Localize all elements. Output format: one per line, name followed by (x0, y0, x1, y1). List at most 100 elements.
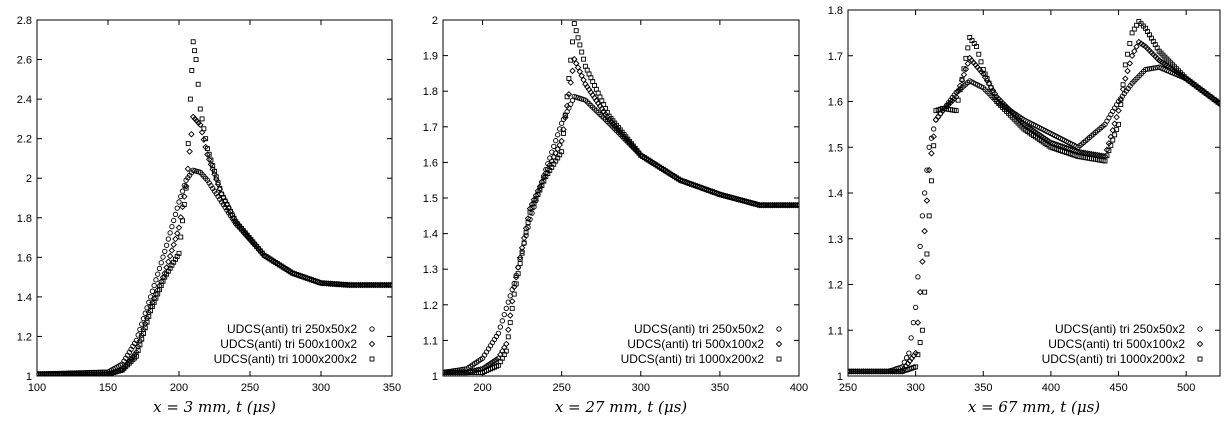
data-point (931, 143, 937, 149)
data-point (158, 278, 165, 285)
data-point (556, 141, 563, 149)
data-point (924, 167, 930, 173)
data-point (183, 185, 189, 191)
y-tick-label: 2.6 (17, 55, 32, 67)
y-tick-label: 1.3 (423, 264, 438, 276)
data-point (573, 28, 579, 34)
y-tick-label: 1.7 (423, 122, 438, 134)
data-point (512, 273, 520, 281)
data-point (503, 340, 510, 348)
data-point (1127, 41, 1133, 46)
data-point (528, 200, 536, 208)
data-point (138, 331, 145, 339)
data-point (538, 178, 546, 186)
data-point (137, 342, 143, 348)
data-point (555, 132, 561, 138)
y-tick-label: 1.4 (423, 229, 438, 241)
x-tick-label: 300 (632, 382, 650, 394)
data-point (140, 315, 147, 322)
legend-marker (775, 340, 783, 348)
data-point (201, 126, 207, 132)
data-point (1118, 102, 1124, 108)
x-tick-label: 200 (170, 382, 188, 394)
data-point (960, 71, 968, 78)
data-point (139, 321, 145, 327)
data-point (154, 286, 161, 294)
x-tick-label: 250 (839, 382, 857, 394)
data-point (926, 213, 932, 219)
data-point (1110, 137, 1116, 143)
x-tick-label: 300 (906, 382, 924, 394)
data-point (135, 332, 141, 338)
data-point (536, 183, 544, 190)
data-point (499, 318, 505, 324)
data-point (1126, 60, 1134, 67)
data-point (1154, 64, 1160, 71)
x-tick-label: 400 (790, 382, 808, 394)
data-point (1122, 75, 1129, 82)
y-tick-label: 1.8 (17, 213, 32, 225)
data-point (200, 136, 208, 143)
data-point (962, 65, 970, 73)
data-point (175, 224, 183, 231)
data-point (167, 230, 173, 236)
x-tick-label: 150 (99, 382, 117, 394)
data-point (165, 258, 172, 266)
y-tick-label: 1.2 (423, 300, 438, 312)
data-point (917, 340, 923, 345)
x-axis-label: x = 67 mm, t (μs) (968, 398, 1100, 416)
data-point (176, 199, 182, 205)
data-point (915, 274, 921, 280)
data-point (182, 182, 190, 190)
data-point (908, 335, 914, 341)
data-point (516, 254, 524, 261)
data-point (524, 215, 532, 222)
data-point (916, 288, 924, 296)
x-tick-label: 300 (312, 382, 330, 394)
legend-marker (1196, 340, 1204, 348)
data-point (913, 364, 919, 370)
data-point (146, 313, 152, 319)
data-point (570, 39, 575, 45)
data-point (217, 185, 223, 191)
data-point (917, 243, 923, 250)
data-point (558, 137, 565, 145)
legend-label: UDCS(anti) tri 500x100x2 (220, 337, 357, 351)
y-tick-label: 1.7 (828, 51, 843, 63)
data-point (922, 289, 928, 295)
data-point (503, 305, 509, 312)
data-point (495, 330, 502, 336)
x-tick-label: 400 (1042, 382, 1060, 394)
data-point (908, 355, 916, 362)
data-point (143, 314, 151, 322)
legend-marker (368, 340, 376, 348)
data-point (133, 353, 139, 359)
data-point (1124, 67, 1131, 75)
data-point (1122, 62, 1128, 68)
y-tick-label: 1.5 (828, 142, 843, 154)
data-point (928, 150, 935, 157)
data-point (1108, 142, 1114, 148)
data-point (1115, 107, 1122, 114)
y-tick-label: 1.9 (423, 51, 438, 63)
data-point (961, 66, 967, 72)
y-tick-label: 1.6 (17, 252, 32, 264)
data-point (178, 193, 184, 200)
data-point (581, 56, 587, 62)
data-point (563, 102, 571, 110)
legend-marker (1197, 356, 1203, 362)
legend-marker (776, 326, 782, 332)
data-point (523, 230, 529, 236)
data-point (158, 260, 164, 266)
data-point (513, 281, 519, 287)
data-point (139, 336, 145, 342)
data-point (553, 137, 559, 144)
data-point (526, 205, 534, 212)
data-point (796, 202, 799, 208)
data-point (165, 236, 172, 242)
x-tick-label: 350 (974, 382, 992, 394)
data-point (141, 331, 146, 336)
data-point (514, 264, 522, 271)
